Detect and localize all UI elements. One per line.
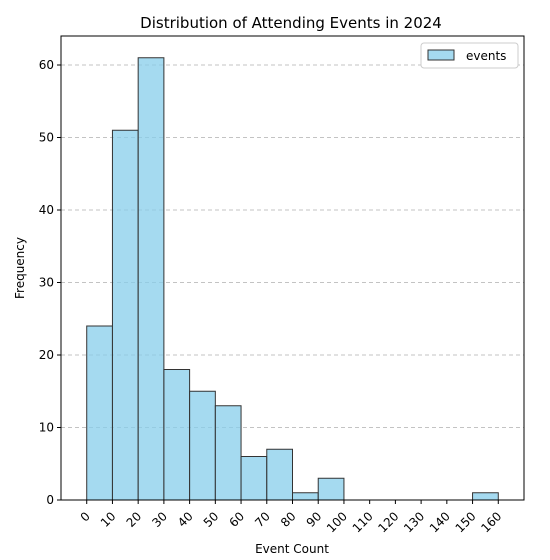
legend-swatch (427, 49, 455, 61)
chart-title: Distribution of Attending Events in 2024 (140, 14, 442, 32)
x-tick-label: 10 (98, 509, 119, 530)
histogram-bar (163, 369, 191, 501)
x-tick-label: 50 (201, 509, 222, 530)
histogram-bar (292, 492, 319, 501)
bars-layer (86, 57, 499, 501)
x-axis: 0 10 20 30 40 50 60 70 80 90 100 110 120 130 140 150 160 (78, 500, 504, 535)
histogram-bar (137, 57, 165, 501)
y-axis: 0 10 20 30 40 50 60 (39, 58, 61, 507)
histogram-bar (214, 405, 242, 501)
histogram-bar (240, 456, 268, 501)
histogram-bar (86, 325, 113, 501)
legend-label: events (466, 49, 506, 63)
x-tick-label: 30 (149, 509, 170, 530)
x-tick-label: 150 (453, 509, 479, 535)
x-tick-label: 120 (375, 509, 401, 535)
x-tick-label: 80 (278, 509, 299, 530)
histogram-bar (111, 129, 139, 501)
x-tick-label: 100 (324, 509, 350, 535)
x-tick-label: 0 (78, 509, 93, 524)
y-axis-label: Frequency (13, 237, 27, 299)
x-tick-label: 60 (226, 509, 247, 530)
x-tick-label: 160 (478, 509, 504, 535)
y-tick-label: 40 (39, 203, 54, 217)
x-tick-label: 40 (175, 509, 196, 530)
y-tick-label: 10 (39, 421, 54, 435)
x-tick-label: 20 (124, 509, 145, 530)
x-tick-label: 90 (304, 509, 325, 530)
legend-box (420, 42, 519, 69)
y-tick-label: 0 (46, 493, 54, 507)
legend: events (420, 42, 519, 69)
y-tick-label: 20 (39, 348, 54, 362)
histogram-bar (317, 477, 345, 501)
x-tick-label: 140 (427, 509, 453, 535)
y-tick-label: 50 (39, 131, 54, 145)
x-tick-label: 110 (350, 509, 376, 535)
x-tick-label: 70 (252, 509, 273, 530)
histogram-bar (266, 448, 293, 501)
y-tick-label: 60 (39, 58, 54, 72)
x-axis-label: Event Count (255, 542, 329, 556)
histogram-bar (189, 390, 216, 501)
x-tick-label: 130 (401, 509, 427, 535)
histogram-bar (472, 492, 499, 501)
y-tick-label: 30 (39, 276, 54, 290)
